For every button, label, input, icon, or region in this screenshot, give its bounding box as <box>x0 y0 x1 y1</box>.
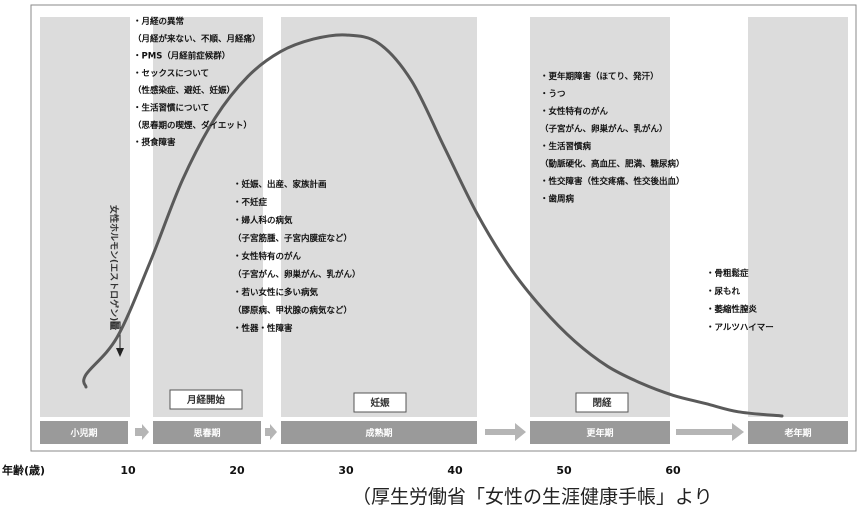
annotation-line: ・アルツハイマー <box>706 323 774 333</box>
annotation-line: ・妊娠、出産、家族計画 <box>233 179 327 190</box>
x-tick-label: 50 <box>556 464 572 477</box>
annotation-line: ・若い女性に多い病気 <box>233 287 319 298</box>
annotation-line: ・性交障害（性交疼痛、性交後出血） <box>540 176 685 187</box>
event-label-menopause: 閉経 <box>592 397 612 409</box>
annotation-line: ・女性特有のがん <box>233 251 302 262</box>
y-axis-label-text: 女性ホルモン(エストロゲン)量 <box>108 205 120 330</box>
band-old-age <box>748 17 848 417</box>
annotation-line: ・更年期障害（ほてり、発汗） <box>540 71 659 82</box>
event-label-pregnancy: 妊娠 <box>370 397 390 409</box>
annotation-line: （子宮がん、卵巣がん、乳がん） <box>233 269 361 280</box>
stage-label-old-age: 老年期 <box>783 427 811 439</box>
x-tick-labels: 10 20 30 40 50 60 <box>120 464 681 477</box>
stage-label-menopause: 更年期 <box>586 427 613 439</box>
x-axis-label: 年齢(歳) <box>2 463 45 477</box>
stage-label-childhood: 小児期 <box>69 427 97 439</box>
source-credit: （厚生労働省「女性の生涯健康手帳」より <box>352 482 867 509</box>
annotation-line: ・摂食障害 <box>133 137 176 148</box>
annotation-line: ・萎縮性膣炎 <box>706 304 758 315</box>
annotation-line: ・婦人科の病気 <box>233 215 293 226</box>
annotation-line: ・女性特有のがん <box>540 106 609 117</box>
annotation-line: ・生活習慣病 <box>540 141 592 152</box>
annotation-line: （思春期の喫煙、ダイエット） <box>133 120 252 131</box>
annotation-line: （膠原病、甲状腺の病気など） <box>233 305 352 316</box>
annotation-line: ・生活習慣について <box>133 103 209 114</box>
stage-label-puberty: 思春期 <box>193 427 220 439</box>
annotation-line: （月経が来ない、不順、月経痛） <box>133 33 261 44</box>
stage-label-maturity: 成熟期 <box>365 427 392 439</box>
annotation-line: （性感染症、避妊、妊娠） <box>133 85 235 96</box>
annotation-line: （子宮筋腫、子宮内膜症など） <box>233 233 352 244</box>
y-axis-label: 女性ホルモン(エストロゲン)量 <box>108 205 120 330</box>
event-label-menarche: 月経開始 <box>186 394 226 406</box>
x-axis: 年齢(歳) 10 20 30 40 50 60 <box>2 463 681 477</box>
x-tick-label: 20 <box>229 464 245 477</box>
annotation-line: （子宮がん、卵巣がん、乳がん） <box>540 124 668 135</box>
annotation-line: ・骨粗鬆症 <box>706 268 749 279</box>
x-tick-label: 60 <box>665 464 681 477</box>
annotation-line: ・PMS（月経前症候群） <box>133 51 230 62</box>
annotation-line: ・尿もれ <box>706 287 741 297</box>
annotation-line: ・月経の異常 <box>133 16 184 27</box>
x-tick-label: 40 <box>447 464 463 477</box>
annotation-line: ・セックスについて <box>133 68 209 79</box>
annotation-line: ・うつ <box>540 90 566 100</box>
annotation-line: ・不妊症 <box>233 197 268 208</box>
x-tick-label: 30 <box>338 464 354 477</box>
x-tick-label: 10 <box>120 464 136 477</box>
band-maturity <box>281 17 477 417</box>
annotation-line: （動脈硬化、高血圧、肥満、糖尿病） <box>540 159 685 170</box>
annotation-line: ・歯周病 <box>540 194 575 205</box>
annotation-line: ・性器・性障害 <box>233 323 293 334</box>
